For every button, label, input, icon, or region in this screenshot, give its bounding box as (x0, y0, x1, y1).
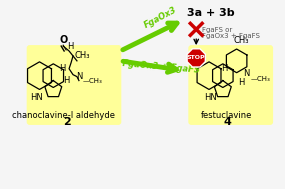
FancyBboxPatch shape (188, 45, 273, 125)
Text: FgaOx3 + FgaFS: FgaOx3 + FgaFS (202, 33, 260, 39)
Polygon shape (187, 49, 205, 67)
Text: 4: 4 (224, 117, 232, 127)
Text: festuclavine: festuclavine (201, 111, 253, 120)
Text: H: H (221, 64, 227, 73)
Text: FgaFS or: FgaFS or (202, 27, 232, 33)
Text: STOP: STOP (187, 55, 205, 60)
Text: FgaOx3 + FgaFS: FgaOx3 + FgaFS (122, 59, 200, 75)
Text: HN: HN (30, 93, 42, 102)
Text: FgaOx3: FgaOx3 (143, 6, 179, 30)
FancyBboxPatch shape (27, 45, 121, 125)
Text: —CH₃: —CH₃ (83, 77, 103, 84)
Text: CH₃: CH₃ (234, 36, 249, 45)
Text: H: H (63, 76, 70, 84)
Text: 2: 2 (63, 117, 71, 127)
Text: H: H (59, 64, 66, 73)
Text: N: N (243, 69, 250, 78)
Text: CH₃: CH₃ (75, 51, 90, 60)
Text: chanoclavine-I aldehyde: chanoclavine-I aldehyde (12, 111, 115, 120)
Text: O: O (59, 35, 68, 45)
Text: 3a + 3b: 3a + 3b (187, 8, 235, 18)
Text: H: H (239, 77, 245, 87)
Text: H: H (67, 42, 74, 51)
Text: N: N (76, 72, 82, 81)
Text: HN: HN (204, 93, 217, 102)
Text: —CH₃: —CH₃ (251, 76, 270, 82)
